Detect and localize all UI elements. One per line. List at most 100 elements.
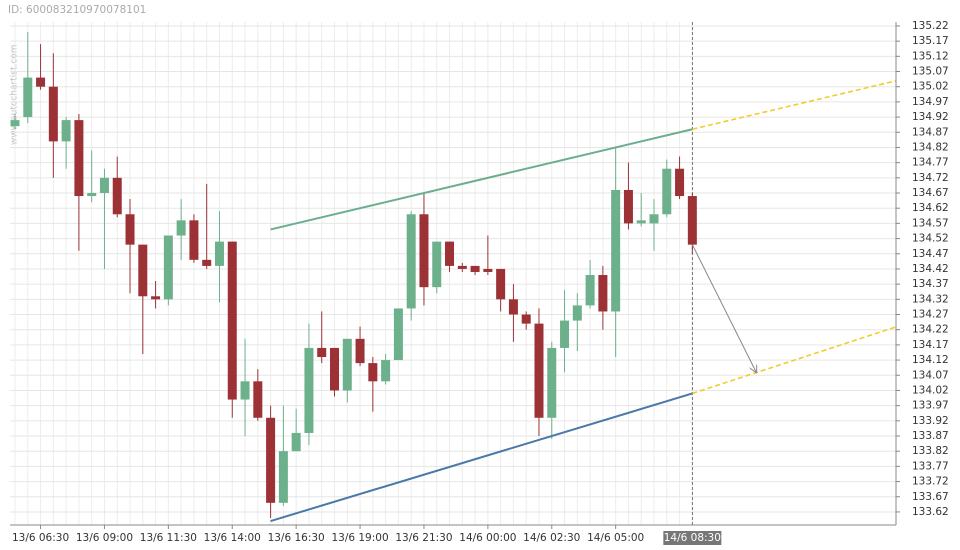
- y-tick-label: 133.77: [912, 460, 949, 472]
- candle-body: [48, 86, 58, 142]
- candle-body: [662, 168, 672, 215]
- y-tick-label: 134.57: [912, 217, 949, 229]
- candle-body: [317, 347, 327, 358]
- candle-body: [23, 77, 33, 118]
- candle-body: [214, 241, 224, 266]
- x-tick-label: 14/6 00:00: [459, 532, 516, 544]
- y-tick-label: 134.02: [912, 384, 949, 396]
- candle-body: [585, 275, 595, 306]
- candle-body: [176, 220, 186, 236]
- candle-body: [547, 347, 557, 418]
- candle-body: [521, 314, 531, 324]
- candle-body: [266, 417, 276, 503]
- y-tick-label: 134.22: [912, 324, 949, 336]
- y-tick-label: 133.97: [912, 400, 949, 412]
- trend-line: [692, 79, 896, 130]
- candle-body: [99, 177, 109, 194]
- y-tick-label: 134.47: [912, 248, 949, 260]
- x-tick-label: 13/6 06:30: [12, 532, 69, 544]
- candle-body: [125, 214, 135, 245]
- y-tick-label: 133.72: [912, 476, 949, 488]
- candle-body: [189, 220, 199, 260]
- x-tick-label: 13/6 14:00: [204, 532, 261, 544]
- candle-body: [649, 214, 659, 224]
- candle-body: [368, 363, 378, 382]
- candle-body: [342, 338, 352, 391]
- y-tick-label: 133.67: [912, 491, 949, 503]
- candle-body: [572, 305, 582, 321]
- candle-body: [291, 432, 301, 452]
- y-tick-label: 134.62: [912, 202, 949, 214]
- y-tick-label: 134.12: [912, 354, 949, 366]
- trend-line: [692, 326, 896, 395]
- candle-body: [163, 235, 173, 300]
- y-tick-label: 134.72: [912, 172, 949, 184]
- forecast-arrow: [691, 244, 756, 373]
- y-tick-label: 134.87: [912, 126, 949, 138]
- candle-body: [240, 381, 250, 400]
- candle-body: [560, 320, 570, 348]
- candle-body: [636, 220, 646, 224]
- y-tick-label: 134.37: [912, 278, 949, 290]
- candle-body: [112, 177, 122, 215]
- candle-body: [61, 120, 71, 142]
- y-tick-label: 134.97: [912, 96, 949, 108]
- candle-body: [623, 189, 633, 224]
- cursor-label: 14/6 08:30: [664, 532, 721, 544]
- candle-body: [598, 275, 608, 312]
- candle-body: [74, 120, 84, 197]
- candle-body: [534, 323, 544, 418]
- candle-body: [419, 214, 429, 288]
- x-tick-label: 13/6 11:30: [140, 532, 197, 544]
- candle-body: [496, 268, 506, 300]
- trend-line: [270, 392, 693, 523]
- x-tick-label: 14/6 05:00: [587, 532, 644, 544]
- y-tick-label: 135.22: [912, 20, 949, 32]
- y-tick-label: 133.87: [912, 430, 949, 442]
- x-tick-label: 13/6 09:00: [76, 532, 133, 544]
- candle-body: [445, 241, 455, 266]
- y-tick-label: 133.82: [912, 445, 949, 457]
- candle-body: [675, 168, 685, 197]
- x-tick-label: 13/6 19:00: [331, 532, 388, 544]
- candle-body: [304, 347, 314, 433]
- x-tick-label: 13/6 16:30: [268, 532, 325, 544]
- candle-body: [330, 347, 339, 391]
- y-tick-label: 135.17: [912, 35, 949, 47]
- y-tick-label: 135.12: [912, 50, 949, 62]
- candle-body: [36, 77, 46, 87]
- y-tick-label: 134.92: [912, 111, 949, 123]
- cursor-label-box: [663, 531, 722, 545]
- candle-body: [483, 268, 493, 272]
- candle-body: [406, 214, 416, 309]
- candle-body: [138, 244, 148, 297]
- candle-body: [470, 265, 480, 272]
- y-tick-label: 133.92: [912, 415, 949, 427]
- candle-body: [253, 381, 263, 418]
- candle-body: [432, 241, 442, 288]
- candle-body: [151, 296, 161, 300]
- y-tick-label: 134.67: [912, 187, 949, 199]
- y-tick-label: 134.27: [912, 309, 949, 321]
- x-tick-label: 13/6 21:30: [395, 532, 452, 544]
- y-tick-label: 133.62: [912, 506, 949, 518]
- candle-body: [508, 299, 518, 315]
- y-tick-label: 134.32: [912, 293, 949, 305]
- y-tick-label: 134.77: [912, 157, 949, 169]
- candle-body: [687, 196, 697, 245]
- y-tick-label: 135.02: [912, 81, 949, 93]
- candle-body: [457, 265, 467, 269]
- candle-body: [355, 338, 365, 364]
- y-tick-label: 135.07: [912, 66, 949, 78]
- y-tick-label: 134.82: [912, 141, 949, 153]
- candle-body: [227, 241, 237, 400]
- candle-body: [87, 193, 97, 197]
- candle-body: [393, 308, 403, 361]
- plot-area: [10, 22, 896, 525]
- candle-body: [611, 189, 621, 312]
- candle-body: [278, 451, 288, 503]
- y-tick-label: 134.42: [912, 263, 949, 275]
- x-tick-label: 14/6 02:30: [523, 532, 580, 544]
